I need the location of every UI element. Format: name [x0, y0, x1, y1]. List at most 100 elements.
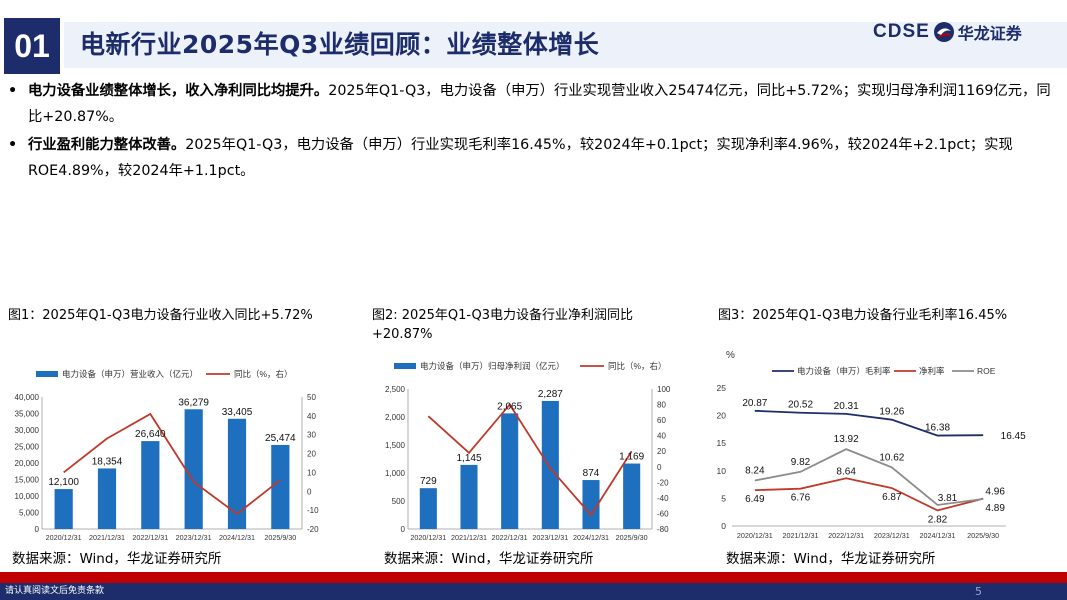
x-tick-label: 2020/12/31 — [46, 533, 82, 542]
legend-label: 净利率 — [919, 366, 945, 376]
bar — [97, 468, 117, 529]
margin-chart: % 电力设备（申万）毛利率 净利率 ROE 0 5 10 15 20 25 20.87 20.52 20… — [717, 350, 1027, 540]
data-label: 20.31 — [834, 401, 859, 412]
x-tick-label: 2021/12/31 — [783, 531, 819, 540]
x-tick-label: 2022/12/31 — [828, 531, 864, 540]
y-tick-label: 15 — [717, 438, 727, 448]
x-tick-label: 2025/9/30 — [264, 533, 296, 542]
bullet-item: • 电力设备业绩整体增长，收入净利同比均提升。2025年Q1-Q3，电力设备（申… — [8, 78, 1058, 130]
data-label: 3.81 — [938, 493, 958, 504]
x-tick-label: 2021/12/31 — [89, 533, 125, 542]
data-label: 20.52 — [788, 400, 813, 411]
data-label: 16.38 — [925, 423, 950, 434]
logo-text-cn: 华龙证券 — [957, 24, 1022, 43]
y-tick-label: 20 — [717, 411, 727, 421]
y-tick-label: 5,000 — [19, 509, 40, 518]
y2-tick-label: -60 — [657, 509, 669, 518]
x-tick-label: 2024/12/31 — [573, 533, 609, 542]
y-tick-label: 5 — [721, 493, 726, 503]
y2-tick-label: -40 — [657, 494, 669, 503]
bar — [227, 418, 247, 529]
y-tick-label: 0 — [721, 521, 726, 531]
y2-tick-label: -10 — [307, 506, 319, 515]
bar — [460, 464, 478, 529]
y2-tick-label: 0 — [307, 487, 312, 496]
bullet-bold-lead: 行业盈利能力整体改善。 — [28, 137, 186, 153]
data-label: 8.64 — [836, 466, 856, 477]
data-label: 6.76 — [791, 493, 811, 504]
bar-data-label: 1,169 — [619, 452, 644, 463]
data-label: 16.45 — [1001, 431, 1026, 442]
y-tick-label: 30,000 — [15, 426, 40, 435]
data-label: 6.49 — [745, 494, 765, 505]
figure-1-source: 数据来源：Wind，华龙证券研究所 — [12, 551, 222, 567]
data-label: 20.87 — [742, 398, 767, 409]
section-number: 01 — [4, 18, 60, 74]
bullet-body: 2025年Q1-Q3，电力设备（申万）行业实现毛利率16.45%，较2024年+… — [28, 137, 1013, 179]
figure-2-source: 数据来源：Wind，华龙证券研究所 — [384, 551, 594, 567]
bar — [54, 489, 73, 529]
bar — [184, 409, 203, 529]
y-tick-label: 25,000 — [15, 443, 40, 452]
y2-tick-label: 50 — [307, 393, 316, 402]
bar-data-label: 33,405 — [222, 407, 253, 418]
data-label: 19.26 — [879, 407, 904, 418]
logo-text-en: CDSE — [873, 21, 930, 42]
bar — [582, 480, 600, 529]
bullet-item: • 行业盈利能力整体改善。2025年Q1-Q3，电力设备（申万）行业实现毛利率1… — [8, 132, 1058, 184]
bar-data-label: 25,474 — [265, 433, 296, 444]
y2-tick-label: 0 — [657, 463, 662, 472]
bar-data-label: 874 — [583, 468, 600, 479]
dragon-logo-icon — [933, 22, 954, 42]
footer-red-bar — [0, 572, 1067, 583]
bullet-marker: • — [8, 137, 18, 153]
growth-line — [427, 403, 633, 517]
x-tick-label: 2022/12/31 — [492, 533, 528, 542]
y2-tick-label: -20 — [307, 525, 319, 534]
bar-data-label: 729 — [420, 476, 437, 487]
data-label: 13.92 — [834, 434, 859, 445]
y2-tick-label: 40 — [657, 432, 666, 441]
y-axis-unit: % — [726, 350, 735, 361]
net-profit-chart: 电力设备（申万）归母净利润（亿元） 同比（%，右） 0 500 1,000 1,500 2,… — [385, 361, 671, 542]
data-label: 4.96 — [985, 487, 1005, 498]
series-line — [754, 448, 984, 506]
y2-tick-label: 30 — [307, 431, 316, 440]
x-tick-label: 2020/12/31 — [410, 533, 446, 542]
summary-bullets: • 电力设备业绩整体增长，收入净利同比均提升。2025年Q1-Q3，电力设备（申… — [8, 78, 1058, 186]
x-tick-label: 2025/9/30 — [616, 533, 648, 542]
series-line — [754, 477, 984, 512]
y2-tick-label: 80 — [657, 401, 666, 410]
y-tick-label: 0 — [35, 525, 40, 534]
y-tick-label: 10,000 — [15, 492, 40, 501]
bar-data-label: 12,100 — [48, 477, 79, 488]
y-tick-label: 25 — [717, 383, 727, 393]
bar-data-label: 26,640 — [135, 429, 166, 440]
y-tick-label: 0 — [401, 525, 406, 534]
data-label: 8.24 — [745, 466, 765, 477]
data-label: 10.62 — [879, 452, 904, 463]
y-tick-label: 35,000 — [15, 410, 40, 419]
y-tick-label: 500 — [392, 497, 406, 506]
y2-tick-label: 20 — [307, 450, 316, 459]
legend-label: 同比（%，右） — [234, 369, 293, 379]
bullet-bold-lead: 电力设备业绩整体增长，收入净利同比均提升。 — [28, 83, 329, 99]
y-tick-label: 2,500 — [385, 385, 406, 394]
x-tick-label: 2024/12/31 — [920, 531, 956, 540]
data-label: 6.87 — [882, 492, 902, 503]
y2-tick-label: 10 — [307, 468, 316, 477]
x-tick-label: 2022/12/31 — [132, 533, 168, 542]
x-tick-label: 2025/9/30 — [967, 531, 999, 540]
company-logo: CDSE 华龙证券 — [873, 20, 1022, 44]
footer-disclaimer: 请认真阅读文后免责条款 — [5, 586, 105, 596]
bar — [501, 413, 519, 529]
revenue-chart: 电力设备（申万）营业收入（亿元） 同比（%，右） 0 5,000 10,000 15,00… — [15, 369, 320, 542]
figure-3-caption: 图3：2025年Q1-Q3电力设备行业毛利率16.45% — [718, 308, 1008, 323]
y-tick-label: 20,000 — [15, 459, 40, 468]
bullet-text: 电力设备业绩整体增长，收入净利同比均提升。2025年Q1-Q3，电力设备（申万）… — [28, 78, 1058, 130]
data-label: 9.82 — [791, 457, 811, 468]
data-label: 2.82 — [928, 514, 948, 525]
bar-data-label: 1,145 — [456, 453, 481, 464]
series-line — [754, 409, 984, 437]
bar — [141, 441, 160, 529]
